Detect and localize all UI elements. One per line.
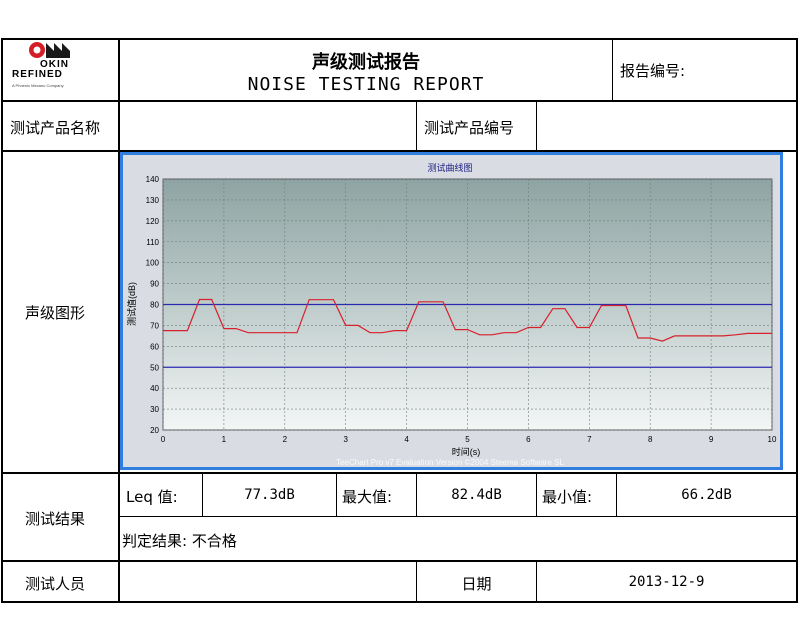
y-tick-label: 120 <box>146 217 160 226</box>
y-tick-label: 70 <box>150 321 159 330</box>
tester-label: 测试人员 <box>25 575 86 593</box>
verdict-text: 判定结果: 不合格 <box>122 532 237 550</box>
y-tick-label: 20 <box>150 426 159 435</box>
x-tick-label: 10 <box>768 435 777 444</box>
x-tick-label: 8 <box>648 435 653 444</box>
report-title-en: NOISE TESTING REPORT <box>247 74 485 95</box>
y-axis-label: 测试值(dB) <box>126 282 137 326</box>
y-tick-label: 30 <box>150 405 159 414</box>
y-tick-label: 50 <box>150 363 159 372</box>
min-label: 最小值: <box>542 488 593 506</box>
okin-logo-mark-icon <box>29 42 70 58</box>
x-axis-label: 时间(s) <box>452 446 481 457</box>
max-value: 82.4dB <box>451 487 502 503</box>
report-title-cn: 声级测试报告 <box>312 52 420 73</box>
x-tick-label: 1 <box>222 435 227 444</box>
y-tick-label: 140 <box>146 175 160 184</box>
chart-watermark: TeeChart Pro v7 Evaluation Version ©2004… <box>336 458 564 467</box>
date-value: 2013-12-9 <box>628 574 705 590</box>
x-tick-label: 9 <box>709 435 714 444</box>
x-tick-label: 6 <box>526 435 531 444</box>
result-label: 测试结果 <box>25 510 86 528</box>
y-tick-label: 110 <box>146 238 159 247</box>
date-label: 日期 <box>461 575 492 593</box>
chart-title: 测试曲线图 <box>427 162 472 173</box>
x-tick-label: 7 <box>587 435 592 444</box>
y-tick-label: 80 <box>150 301 159 310</box>
leq-label: Leq 值: <box>126 488 178 506</box>
company-logo: OKIN REFINED A Phoenix Mecano Company <box>8 40 112 98</box>
x-tick-label: 4 <box>404 435 409 444</box>
report-number-label: 报告编号: <box>620 62 686 80</box>
logo-okin-text: OKIN <box>40 59 69 70</box>
x-tick-label: 0 <box>161 435 166 444</box>
x-tick-label: 2 <box>283 435 288 444</box>
y-tick-label: 90 <box>150 280 159 289</box>
y-tick-label: 100 <box>146 259 160 268</box>
logo-refined-text: REFINED <box>12 69 63 80</box>
y-tick-label: 40 <box>150 384 159 393</box>
leq-value: 77.3dB <box>244 487 295 503</box>
y-tick-label: 130 <box>146 196 160 205</box>
x-tick-label: 3 <box>343 435 348 444</box>
noise-series-line <box>163 298 772 342</box>
y-tick-label: 60 <box>150 342 159 351</box>
x-tick-label: 5 <box>465 435 470 444</box>
min-value: 66.2dB <box>681 487 732 503</box>
max-label: 最大值: <box>342 488 393 506</box>
logo-subtitle: A Phoenix Mecano Company <box>12 83 64 88</box>
graph-section-label: 声级图形 <box>25 304 86 322</box>
product-name-label: 测试产品名称 <box>10 119 101 137</box>
product-code-label: 测试产品编号 <box>424 119 515 137</box>
